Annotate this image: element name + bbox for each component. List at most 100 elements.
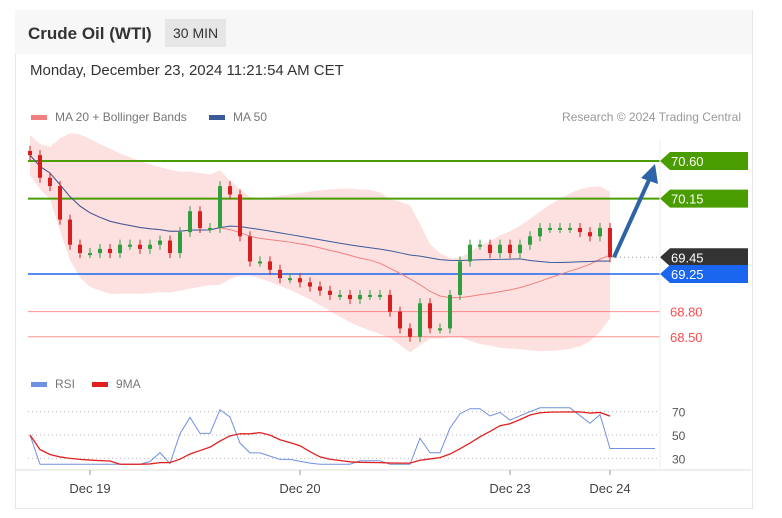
candle: [138, 244, 142, 249]
candle: [518, 244, 522, 254]
candle: [48, 177, 52, 187]
candle: [598, 227, 602, 237]
level-label-68.80: 68.80: [670, 305, 703, 320]
candle: [78, 244, 82, 254]
candle: [608, 227, 612, 258]
x-tick-label: Dec 20: [279, 481, 320, 496]
candle: [298, 278, 302, 283]
candle: [368, 294, 372, 297]
rsi-tick-label: 70: [672, 406, 686, 420]
candle: [348, 294, 352, 300]
ma50-swatch: [209, 114, 225, 120]
candle: [448, 294, 452, 329]
x-tick-label: Dec 19: [69, 481, 110, 496]
candle: [358, 294, 362, 300]
candle: [218, 186, 222, 228]
candle: [118, 244, 122, 254]
legend-ma20: MA 20 + Bollinger Bands: [31, 110, 187, 124]
rsi-line: [29, 407, 655, 465]
candle: [188, 211, 192, 233]
candle: [68, 219, 72, 245]
candle: [508, 244, 512, 254]
target-arrow: [612, 179, 651, 259]
candle: [128, 244, 132, 247]
candle: [208, 227, 212, 230]
candle: [228, 186, 232, 195]
candle: [588, 232, 592, 237]
ma20-swatch: [31, 114, 47, 120]
candle: [418, 303, 422, 337]
target-arrow-head: [641, 164, 658, 184]
candle: [428, 303, 432, 329]
candle: [288, 278, 292, 281]
x-tick-label: Dec 24: [589, 481, 630, 496]
level-tag-70.60: [660, 152, 748, 170]
legend-rsi: RSI: [31, 377, 75, 391]
copyright: Research © 2024 Trading Central: [562, 110, 741, 124]
candle: [318, 286, 322, 291]
level-tag-70.15: [660, 189, 748, 208]
datetime: Monday, December 23, 2024 11:21:54 AM CE…: [30, 62, 344, 79]
legend-rsi-label: RSI: [55, 377, 76, 391]
level-label-69.45: 69.45: [671, 250, 704, 265]
level-label-69.25: 69.25: [671, 267, 704, 282]
candle: [178, 232, 182, 254]
candle: [28, 150, 32, 156]
bollinger-band: [30, 133, 610, 353]
instrument-title: Crude Oil (WTI): [28, 24, 152, 43]
ma9-swatch: [92, 381, 108, 387]
candle: [468, 244, 472, 262]
candle: [98, 248, 102, 254]
legend-ma50: MA 50: [209, 110, 267, 124]
candle: [388, 294, 392, 312]
level-tag-69.25: [660, 264, 748, 283]
candle: [488, 244, 492, 254]
candle: [238, 194, 242, 237]
level-label-70.60: 70.60: [671, 154, 704, 169]
candle: [538, 227, 542, 237]
x-tick-label: Dec 23: [489, 481, 530, 496]
candle: [498, 244, 502, 254]
candle: [88, 253, 92, 256]
level-label-68.50: 68.50: [670, 330, 703, 345]
candle: [438, 328, 442, 331]
candle: [108, 248, 112, 254]
candle: [158, 240, 162, 245]
candle: [268, 261, 272, 270]
candle: [478, 244, 482, 247]
legend-ma9-label: 9MA: [116, 377, 141, 391]
ma50-line: [29, 154, 611, 264]
candle: [198, 211, 202, 228]
candle: [308, 282, 312, 287]
candle: [568, 227, 572, 230]
candle: [148, 244, 152, 249]
candle: [58, 186, 62, 220]
rsi-swatch: [31, 381, 47, 387]
candle: [338, 294, 342, 297]
candle: [528, 236, 532, 245]
rsi-tick-label: 50: [672, 429, 686, 443]
candle: [378, 294, 382, 297]
candle: [168, 240, 172, 254]
candle: [558, 227, 562, 230]
legend-ma50-label: MA 50: [233, 110, 268, 124]
rsi-tick-label: 30: [672, 452, 686, 466]
timeframe-button[interactable]: 30 MIN: [165, 19, 227, 47]
candle: [408, 328, 412, 337]
level-tag-69.45: [660, 248, 748, 267]
candle: [248, 236, 252, 262]
candle: [548, 227, 552, 230]
rsi-ma9-line: [29, 411, 611, 465]
legend-ma20-label: MA 20 + Bollinger Bands: [55, 110, 187, 124]
candle: [328, 290, 332, 295]
candle: [278, 269, 282, 279]
level-label-70.15: 70.15: [671, 192, 704, 207]
candle: [258, 261, 262, 264]
legend-ma9: 9MA: [92, 377, 141, 391]
header-bar: [15, 10, 752, 54]
candle: [398, 311, 402, 329]
candle: [578, 227, 582, 233]
candle: [38, 155, 42, 178]
